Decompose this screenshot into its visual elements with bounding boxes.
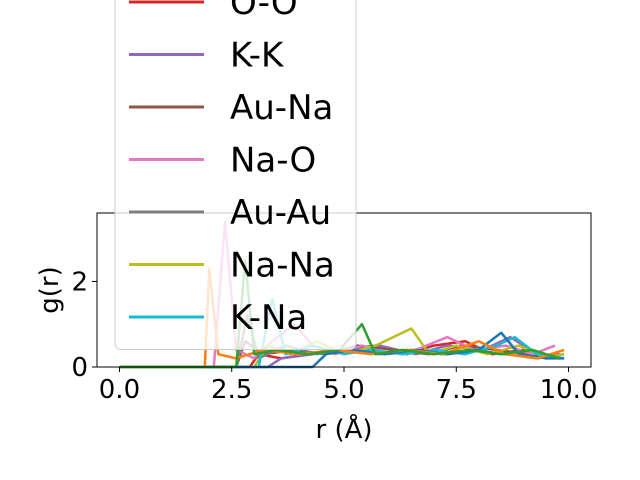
x-tick-label: 5.0 <box>323 375 364 405</box>
legend-label: Na-O <box>230 141 316 181</box>
legend-label: K-Na <box>230 298 307 338</box>
x-tick-label: 2.5 <box>211 375 252 405</box>
x-axis: 0.0 2.5 5.0 7.5 10.0 <box>99 367 598 405</box>
y-axis: 02 <box>71 267 97 383</box>
legend-label: K-K <box>230 36 285 76</box>
y-tick-label: 0 <box>71 353 88 383</box>
x-tick-label: 10.0 <box>540 375 598 405</box>
x-tick-label: 0.0 <box>99 375 140 405</box>
x-axis-label: r (Å) <box>315 413 372 445</box>
x-tick-label: 7.5 <box>436 375 477 405</box>
legend-box <box>114 0 357 350</box>
legend-label: Na-Na <box>230 246 335 286</box>
legend: O-O K-K Au-Na Na-O Au-Au Na-Na K-Na <box>114 0 357 350</box>
y-axis-label: g(r) <box>35 266 65 313</box>
legend-label: Au-Na <box>230 88 333 128</box>
y-tick-label: 2 <box>71 267 88 297</box>
legend-label: Au-Au <box>230 193 331 233</box>
legend-label: O-O <box>230 0 298 23</box>
